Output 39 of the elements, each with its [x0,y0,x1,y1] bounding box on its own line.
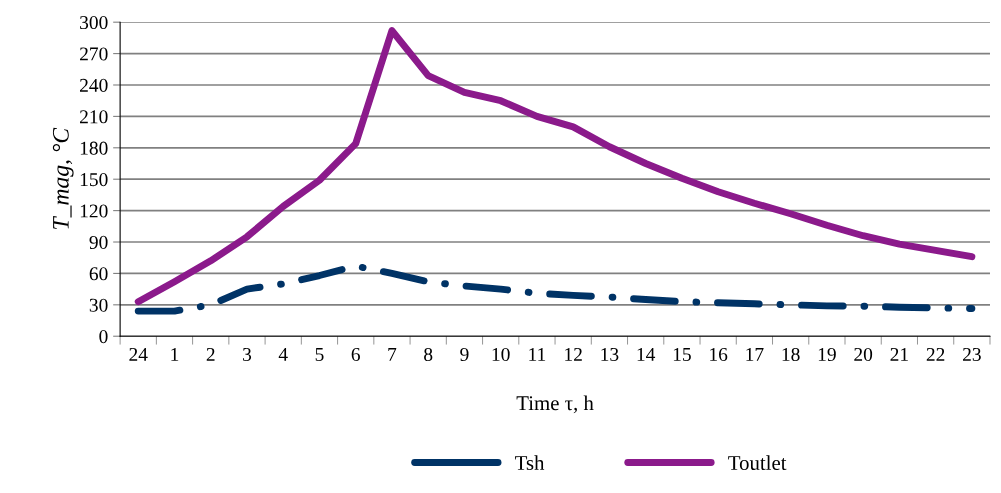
x-tick-label: 1 [171,347,179,361]
x-tick-label: 9 [460,347,469,362]
x-tick-label: 18 [782,347,800,362]
y-tick-label: 30 [89,298,108,312]
y-tick-label: 120 [80,204,108,218]
legend-label: Tsh [515,455,545,471]
x-tick-label: 10 [492,347,510,362]
x-tick-label: 24 [129,347,148,361]
x-tick-label: 19 [818,347,836,362]
y-tick-label: 0 [99,330,108,344]
y-tick-label: 300 [80,16,108,30]
x-tick-label: 3 [243,347,252,362]
x-tick-label: 22 [926,347,945,361]
y-axis-title: T_mag, °C [52,127,74,229]
x-tick-label: 20 [854,347,873,362]
x-axis-title: Time τ, h [516,395,594,414]
y-tick-label: 90 [89,235,108,249]
x-tick-label: 12 [565,347,582,361]
x-tick-label: 2 [206,347,215,361]
y-tick-label: 210 [80,110,108,124]
x-tick-label: 23 [963,347,981,362]
x-tick-label: 7 [388,348,397,361]
x-tick-label: 13 [601,347,619,362]
y-tick-label: 150 [80,173,108,187]
y-tick-label: 180 [80,141,108,155]
legend-label: Toutlet [728,455,787,471]
x-tick-label: 8 [424,347,433,362]
x-tick-label: 17 [746,347,764,361]
y-tick-label: 270 [80,47,108,61]
x-tick-label: 5 [315,348,324,362]
x-tick-label: 16 [710,347,728,362]
x-tick-label: 14 [637,347,656,361]
x-tick-label: 21 [890,347,908,361]
y-tick-label: 60 [89,267,108,281]
x-tick-label: 11 [529,347,546,361]
x-tick-label: 6 [351,347,360,362]
x-tick-label: 4 [278,348,288,361]
x-tick-label: 15 [673,347,691,362]
y-tick-label: 240 [80,78,108,92]
